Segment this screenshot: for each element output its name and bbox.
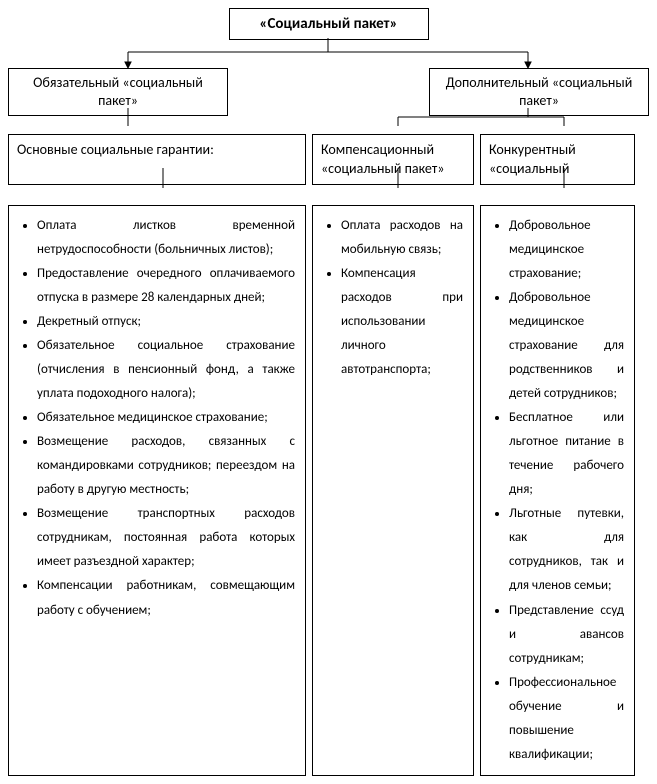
node-guarantees: Основные социальные гарантии: xyxy=(8,134,306,184)
node-mandatory: Обязательный «социальный пакет» xyxy=(8,68,228,116)
content-compensation: Оплата расходов на мобильную связь;Компе… xyxy=(312,205,474,776)
list-item: Оплата листков временной нетрудоспособно… xyxy=(37,214,295,262)
node-compensation-label: Компенсационный «социальный пакет» xyxy=(321,141,444,176)
node-mandatory-label: Обязательный «социальный пакет» xyxy=(33,74,203,109)
list-item: Предоставление очередного оплачиваемого … xyxy=(37,262,295,310)
list-compensation: Оплата расходов на мобильную связь;Компе… xyxy=(323,214,463,382)
list-item: Льготные путевки, как для сотрудников, т… xyxy=(509,502,624,598)
list-item: Бесплатное или льготное питание в течени… xyxy=(509,406,624,502)
list-guarantees: Оплата листков временной нетрудоспособно… xyxy=(19,214,295,623)
root-node: «Социальный пакет» xyxy=(229,8,429,40)
list-item: Представление ссуд и авансов сотрудникам… xyxy=(509,599,624,671)
list-item: Компенсация расходов при использовании л… xyxy=(341,262,463,382)
list-item: Возмещение транспортных расходов сотрудн… xyxy=(37,502,295,574)
content-guarantees: Оплата листков временной нетрудоспособно… xyxy=(8,205,306,776)
list-competitive: Добровольное медицинское страхование;Доб… xyxy=(491,214,624,767)
list-item: Возмещение расходов, связанных с команди… xyxy=(37,430,295,502)
node-competitive: Конкурентный «социальный xyxy=(480,134,635,184)
list-item: Добровольное медицинское страхование; xyxy=(509,214,624,286)
list-item: Профессиональное обучение и повышение кв… xyxy=(509,671,624,767)
node-competitive-label: Конкурентный «социальный xyxy=(489,141,576,176)
node-additional: Дополнительный «социальный пакет» xyxy=(429,68,649,116)
node-guarantees-label: Основные социальные гарантии: xyxy=(17,141,214,158)
diagram-stage: «Социальный пакет» Обязательный «социаль… xyxy=(8,8,649,776)
node-compensation: Компенсационный «социальный пакет» xyxy=(312,134,474,184)
row-level2: Обязательный «социальный пакет» Дополнит… xyxy=(8,68,649,116)
list-item: Декретный отпуск; xyxy=(37,310,295,334)
node-additional-label: Дополнительный «социальный пакет» xyxy=(446,74,633,109)
row-level3: Основные социальные гарантии: Компенсаци… xyxy=(8,134,649,184)
row-content: Оплата листков временной нетрудоспособно… xyxy=(8,205,649,776)
list-item: Добровольное медицинское страхование для… xyxy=(509,286,624,406)
content-competitive: Добровольное медицинское страхование;Доб… xyxy=(480,205,635,776)
root-label: «Социальный пакет» xyxy=(259,15,397,33)
list-item: Оплата расходов на мобильную связь; xyxy=(341,214,463,262)
list-item: Компенсации работникам, совмещающим рабо… xyxy=(37,574,295,622)
list-item: Обязательное медицинское страхование; xyxy=(37,406,295,430)
list-item: Обязательное социальное страхование (отч… xyxy=(37,334,295,406)
